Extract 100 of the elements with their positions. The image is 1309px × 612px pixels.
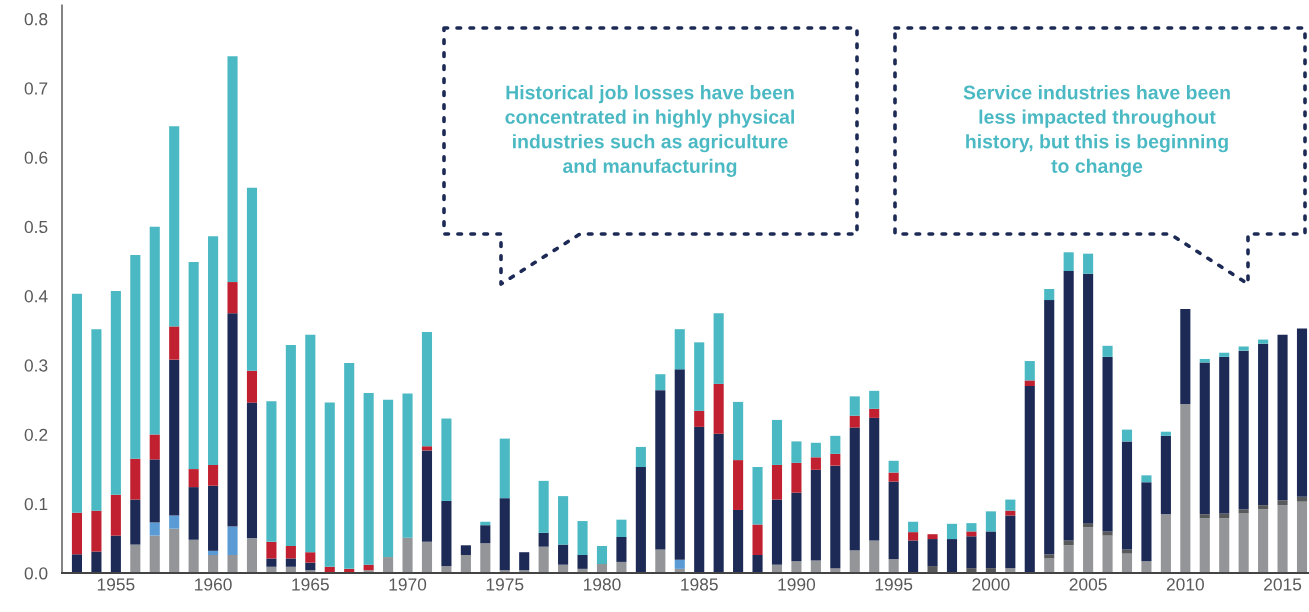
bar xyxy=(169,126,180,327)
bar xyxy=(888,460,899,473)
bar xyxy=(285,345,296,546)
bar xyxy=(1063,270,1074,541)
bar xyxy=(1296,496,1308,502)
bar xyxy=(383,399,394,558)
bar xyxy=(402,537,413,573)
bar xyxy=(110,291,121,495)
bar xyxy=(266,558,277,567)
bar xyxy=(908,532,919,541)
x-tick-label: 1975 xyxy=(486,578,524,591)
bar xyxy=(71,512,83,555)
bar xyxy=(966,523,977,532)
bar xyxy=(577,521,588,555)
bar xyxy=(966,536,977,569)
bar xyxy=(169,326,180,360)
bar xyxy=(538,532,549,547)
bar xyxy=(1121,549,1133,554)
bar xyxy=(246,538,258,573)
bar xyxy=(208,554,219,573)
bar xyxy=(1141,482,1152,562)
bar xyxy=(869,540,880,573)
bar xyxy=(305,334,316,553)
bar xyxy=(810,442,821,458)
bar xyxy=(674,329,685,370)
bar xyxy=(266,401,277,542)
bar xyxy=(791,492,802,562)
bar xyxy=(791,561,802,573)
bar xyxy=(849,550,860,573)
bar xyxy=(130,458,141,500)
bar xyxy=(1102,356,1113,532)
bar xyxy=(421,331,433,447)
bar xyxy=(1005,510,1016,516)
bar xyxy=(869,408,880,418)
bar xyxy=(71,554,83,573)
x-tick-label: 2010 xyxy=(1166,578,1204,591)
bar xyxy=(460,554,471,573)
bar xyxy=(460,545,471,555)
bar xyxy=(1063,252,1074,271)
bar xyxy=(927,534,938,540)
bar xyxy=(246,402,258,539)
bar xyxy=(441,500,452,567)
bar xyxy=(908,521,919,533)
bar xyxy=(558,544,569,565)
bar xyxy=(1277,500,1288,506)
bar xyxy=(227,313,238,527)
bar xyxy=(538,546,549,573)
bar xyxy=(985,511,996,532)
bar xyxy=(1044,558,1055,573)
bar xyxy=(694,426,705,573)
bar xyxy=(246,187,258,371)
bar xyxy=(1121,429,1133,442)
annotation: Historical job losses have been concentrated in highly physical industries such as agriculture and manufacturing xyxy=(505,85,794,177)
bar xyxy=(1102,535,1113,573)
y-tick-label: 0.5 xyxy=(24,220,48,234)
bar xyxy=(655,374,666,391)
bar xyxy=(1258,343,1269,506)
bar xyxy=(169,528,180,573)
bar xyxy=(383,557,394,573)
bar xyxy=(1160,514,1171,573)
bar xyxy=(1044,289,1055,301)
bar xyxy=(791,441,802,463)
bar xyxy=(1238,346,1249,351)
y-tick-label: 0.7 xyxy=(24,82,48,95)
bar xyxy=(771,499,783,565)
bar xyxy=(830,435,841,454)
bar xyxy=(227,282,238,314)
bar xyxy=(149,535,160,573)
bar xyxy=(91,329,102,511)
bar xyxy=(1063,540,1074,546)
bar xyxy=(1024,385,1035,573)
x-tick-label: 1990 xyxy=(778,578,816,591)
x-tick-label: 2000 xyxy=(972,578,1010,591)
bar xyxy=(810,457,821,470)
bar xyxy=(149,522,160,536)
bar xyxy=(946,523,958,540)
y-tick-label: 0.0 xyxy=(24,567,48,580)
bar xyxy=(888,472,899,482)
bar xyxy=(869,390,880,409)
bar xyxy=(752,524,763,555)
bar xyxy=(344,363,355,569)
bar xyxy=(1199,518,1210,573)
bar xyxy=(1258,509,1269,573)
bar xyxy=(1044,554,1055,559)
bar xyxy=(227,56,238,283)
annotation: Service industries have been less impacted throughout history, but this is beginning to change xyxy=(963,85,1230,177)
bar xyxy=(1141,561,1152,573)
bar xyxy=(208,550,219,555)
bar xyxy=(713,313,724,384)
bar xyxy=(771,419,783,465)
bar xyxy=(130,255,141,459)
x-tick-label: 2005 xyxy=(1069,578,1107,591)
bar xyxy=(246,370,258,403)
bar xyxy=(402,393,413,538)
bar xyxy=(285,545,296,559)
bar xyxy=(1219,513,1230,519)
bar xyxy=(1121,441,1133,550)
bar xyxy=(188,261,199,470)
bar xyxy=(849,415,860,428)
bar xyxy=(1121,553,1133,573)
